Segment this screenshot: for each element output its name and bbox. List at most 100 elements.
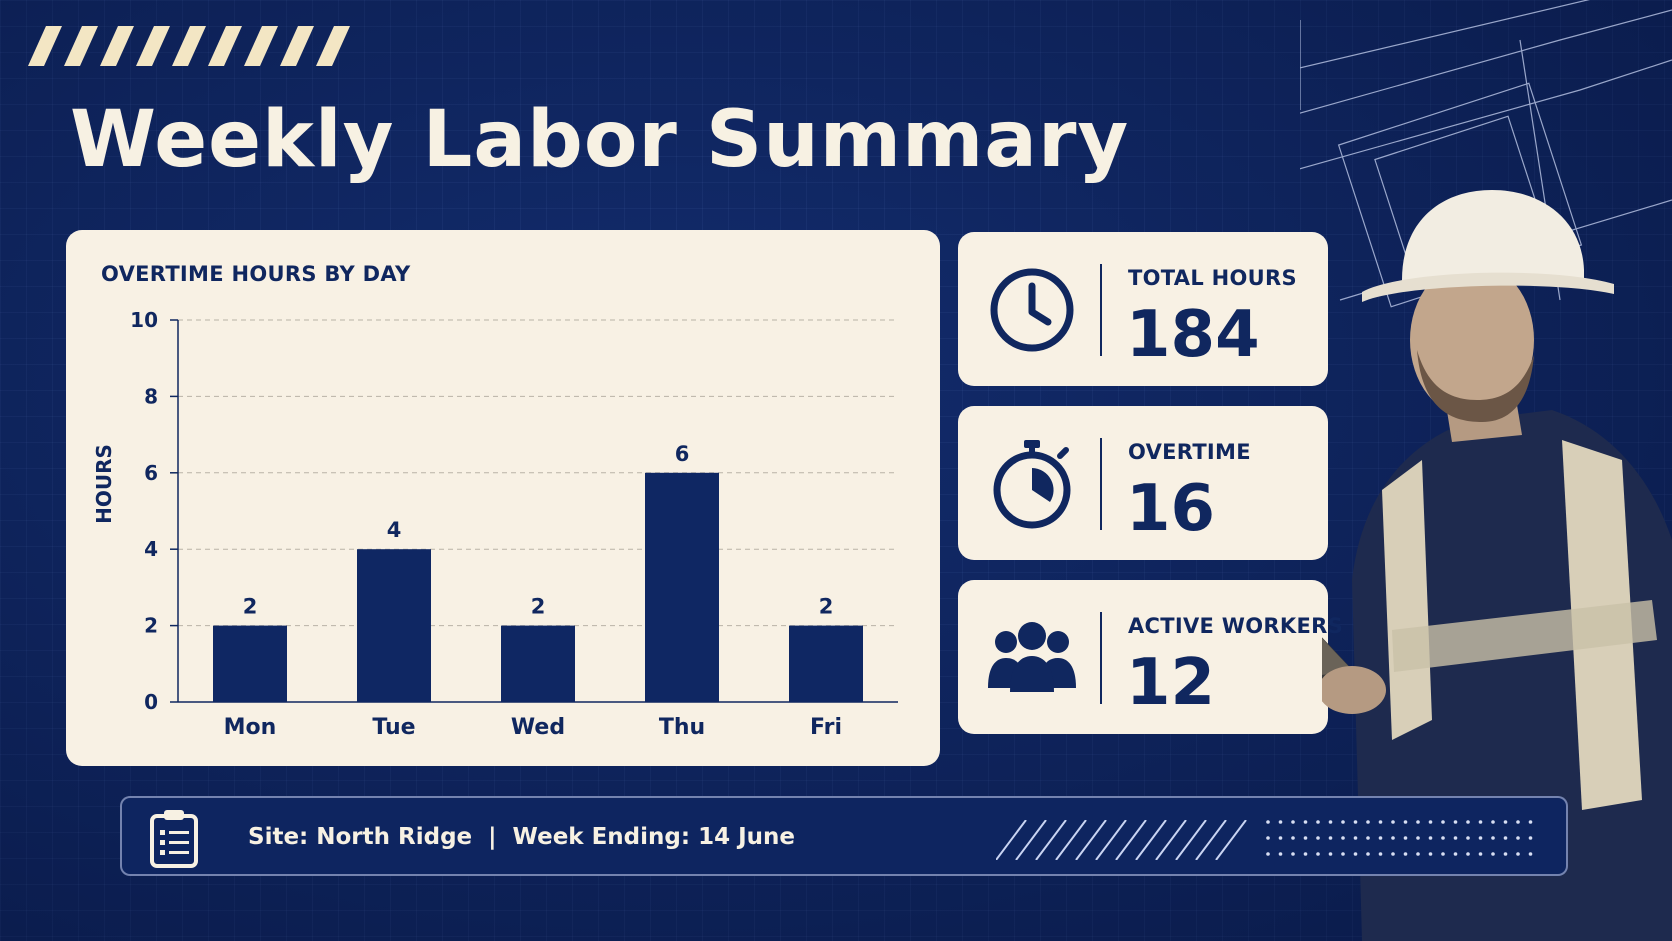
bar-thu [645,472,719,702]
week-ending-label: Week Ending: 14 June [512,824,795,850]
y-tick-label: 10 [130,308,158,332]
footer-dot [1516,820,1520,824]
stat-label-total-hours: TOTAL HOURS [1128,266,1297,290]
footer-dot [1416,852,1420,856]
footer-dot [1291,852,1295,856]
footer-dot [1328,820,1333,824]
footer-dot [1353,836,1358,840]
footer-dot [1478,836,1483,840]
y-tick-label: 8 [144,384,158,408]
footer-dot [1403,836,1408,840]
footer-dot [1528,836,1533,840]
footer-dot [1266,852,1270,856]
footer-dot [1453,820,1458,824]
footer-dot [1503,836,1508,840]
footer-dot [1303,852,1308,856]
footer-dot [1328,836,1333,840]
stopwatch-icon [993,440,1071,529]
footer-dot [1341,852,1345,856]
hazard-stripes [28,26,350,66]
page-title: Weekly Labor Summary [70,95,1130,185]
footer-dot [1291,836,1295,840]
workers-group-icon [988,622,1076,692]
footer-dot [1528,820,1533,824]
footer-dot [1391,820,1395,824]
y-tick-label: 2 [144,614,158,638]
footer-dot [1316,852,1320,856]
footer-dot [1466,852,1470,856]
footer-dot [1316,820,1320,824]
x-tick-label: Tue [372,715,415,740]
footer-dot [1441,836,1445,840]
footer-dot [1278,852,1283,856]
footer-dot [1441,852,1445,856]
footer-dot [1378,836,1383,840]
x-tick-label: Fri [810,715,842,740]
footer-dot [1491,852,1495,856]
stat-label-active-workers: ACTIVE WORKERS [1128,614,1344,638]
footer-dot [1453,852,1458,856]
footer-dot [1478,852,1483,856]
footer-dot [1353,820,1358,824]
chart-title: OVERTIME HOURS BY DAY [101,262,411,286]
footer-dot [1266,820,1270,824]
bar-fri [789,625,863,702]
footer-dot [1503,852,1508,856]
bar-mon [213,625,287,702]
clipboard-icon [150,810,198,868]
footer-dot [1428,852,1433,856]
footer-bar: Site: North Ridge | Week Ending: 14 June [120,796,1568,876]
data-label: 2 [243,595,258,619]
footer-dot [1341,820,1345,824]
footer-dot-pattern [1266,820,1533,856]
stat-card-total-hours: TOTAL HOURS 184 [958,232,1328,386]
footer-dot [1366,820,1370,824]
stat-divider [1100,438,1102,530]
footer-separator: | [488,824,497,850]
footer-dot [1516,836,1520,840]
footer-dot [1378,852,1383,856]
footer-dot [1378,820,1383,824]
bar-wed [501,625,575,702]
stat-value-total-hours: 184 [1126,298,1260,372]
footer-dot [1491,836,1495,840]
x-tick-label: Thu [659,715,705,740]
footer-text: Site: North Ridge | Week Ending: 14 June [248,824,795,850]
footer-dot [1303,820,1308,824]
footer-dot [1278,820,1283,824]
footer-dot [1466,836,1470,840]
stat-value-overtime: 16 [1126,472,1216,546]
site-label: Site: North Ridge [248,824,473,850]
footer-dot [1366,836,1370,840]
footer-dot [1291,820,1295,824]
stat-divider [1100,264,1102,356]
footer-dot [1503,820,1508,824]
footer-diagonal-stripes [996,820,1247,860]
footer-dot [1528,852,1533,856]
bar-chart: 0 2 4 6 8 10 HOURS 2 Mon 4 Tue 2 Wed 6 Thu 2 Fri [92,308,898,740]
data-label: 6 [675,442,690,466]
y-tick-label: 0 [144,690,158,714]
footer-dot [1278,836,1283,840]
footer-dot [1403,852,1408,856]
y-tick-label: 6 [144,461,158,485]
footer-dot [1391,852,1395,856]
x-tick-label: Wed [511,715,565,740]
stat-divider [1100,612,1102,704]
footer-dot [1366,852,1370,856]
footer-dot [1341,836,1345,840]
footer-dot [1416,820,1420,824]
y-tick-label: 4 [144,537,158,561]
footer-dot [1428,836,1433,840]
data-label: 4 [387,518,402,542]
footer-dot [1328,852,1333,856]
footer-dot [1266,836,1270,840]
footer-dot [1491,820,1495,824]
stat-card-active-workers: ACTIVE WORKERS 12 [958,580,1343,734]
footer-dot [1403,820,1408,824]
data-label: 2 [531,595,546,619]
x-tick-label: Mon [224,715,277,740]
footer-dot [1391,836,1395,840]
stat-value-active-workers: 12 [1126,646,1216,720]
y-axis-label: HOURS [92,444,116,524]
